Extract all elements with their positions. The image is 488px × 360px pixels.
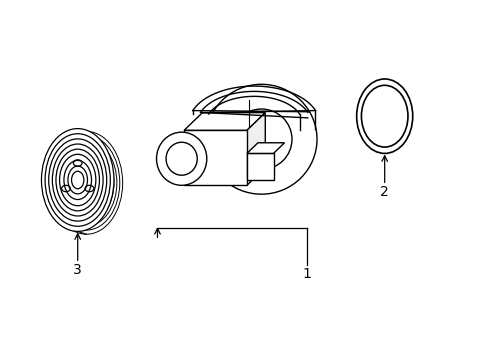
Text: 3: 3 — [73, 264, 82, 278]
Ellipse shape — [166, 142, 197, 175]
Polygon shape — [183, 113, 265, 130]
Polygon shape — [246, 113, 265, 185]
Ellipse shape — [71, 171, 84, 189]
Ellipse shape — [41, 129, 114, 231]
Text: 1: 1 — [302, 267, 311, 281]
Polygon shape — [183, 130, 246, 185]
Text: 2: 2 — [380, 185, 388, 199]
Ellipse shape — [230, 109, 291, 170]
Ellipse shape — [205, 84, 316, 194]
Ellipse shape — [156, 132, 206, 185]
Polygon shape — [246, 143, 284, 153]
Polygon shape — [246, 153, 273, 180]
